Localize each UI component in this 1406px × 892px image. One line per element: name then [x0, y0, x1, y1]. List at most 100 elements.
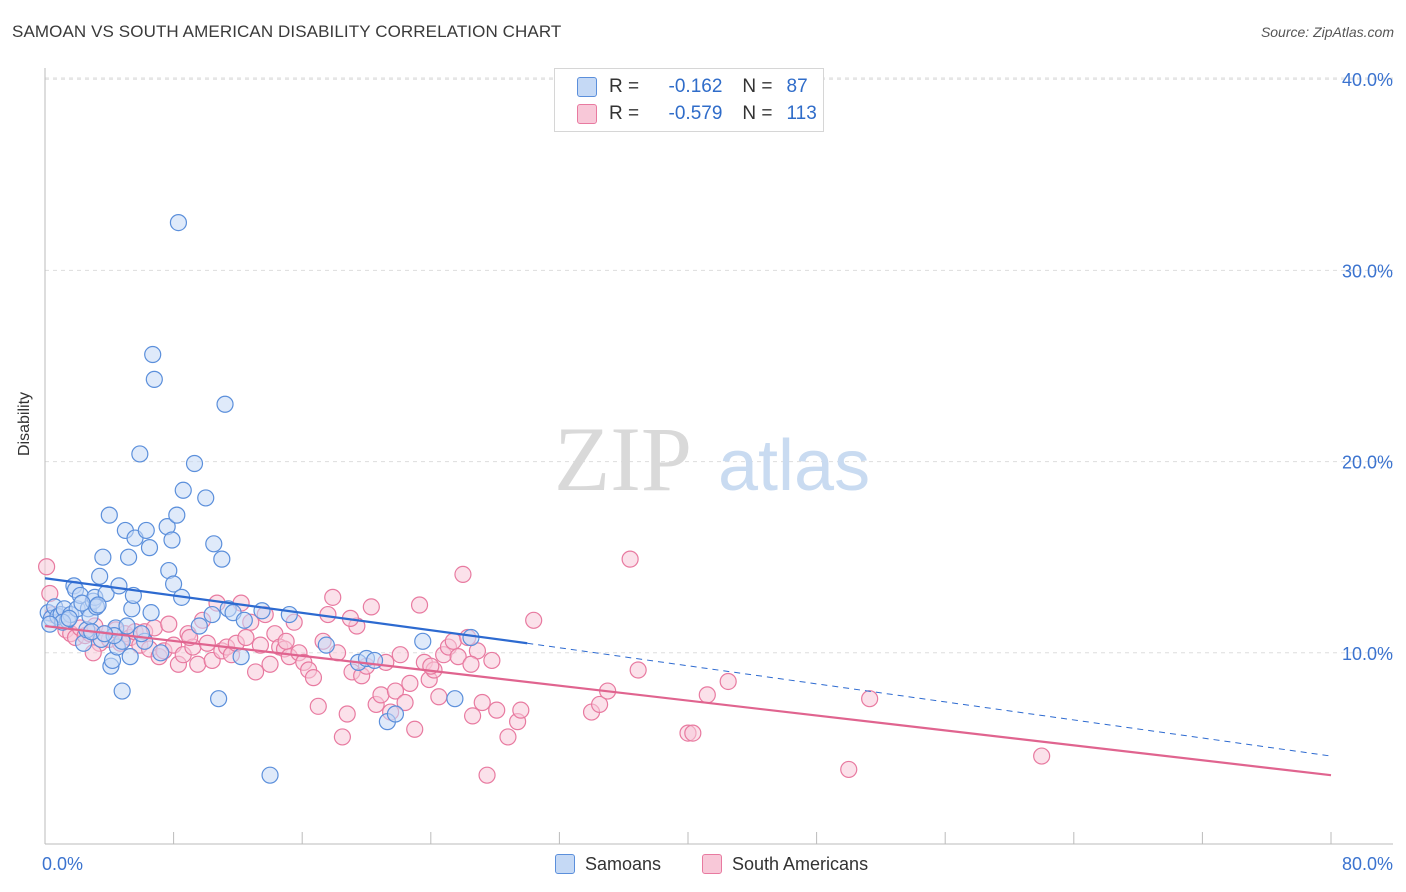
samoans-point	[132, 625, 151, 643]
samoans-point	[414, 632, 432, 650]
south-americans-point	[324, 588, 342, 606]
south-americans-point	[304, 669, 323, 687]
samoans-point	[110, 577, 128, 595]
south-americans-point	[473, 693, 491, 712]
south-americans-point	[251, 636, 270, 654]
y-tick-label: 30.0%	[1342, 261, 1393, 281]
south-americans-point	[840, 760, 858, 779]
samoans-point	[142, 604, 160, 622]
legend-r-label: R =	[609, 76, 640, 97]
samoans-point	[216, 395, 234, 413]
samoans-swatch	[577, 77, 597, 97]
south-americans-point	[362, 598, 380, 616]
samoans-point	[386, 705, 405, 723]
south-americans-point	[698, 686, 716, 704]
bottom-legend-south-americans: South Americans	[702, 852, 868, 876]
south-americans-point	[684, 724, 702, 742]
samoans-point	[91, 567, 109, 585]
y-tick-label: 10.0%	[1342, 644, 1393, 664]
y-tick-label: 20.0%	[1342, 453, 1393, 473]
samoans-point	[317, 636, 335, 654]
samoans-point	[253, 602, 271, 620]
samoans-point	[131, 445, 149, 463]
south-americans-point	[246, 663, 265, 681]
samoans-point	[185, 454, 204, 473]
samoans-point	[119, 548, 138, 566]
tick-labels: 10.0% 20.0% 30.0% 40.0% 0.0% 80.0%	[42, 70, 1393, 874]
south-americans-swatch	[702, 854, 722, 874]
samoans-point	[213, 550, 231, 568]
south-americans-label: South Americans	[732, 853, 869, 874]
south-americans-point	[621, 550, 639, 568]
south-americans-point	[338, 705, 356, 723]
samoans-point	[152, 644, 170, 662]
grid-lines	[45, 77, 1393, 654]
south-americans-point	[478, 766, 496, 784]
south-americans-point	[444, 632, 462, 650]
south-americans-points	[38, 550, 1051, 784]
samoans-point	[41, 615, 59, 633]
legend-r-value: -0.162	[668, 76, 723, 97]
legend-n-label: N =	[742, 103, 773, 124]
south-americans-point	[277, 632, 295, 650]
legend-row-samoans: R = -0.162 N = 87	[577, 75, 808, 99]
south-americans-point	[372, 686, 390, 704]
south-americans-point	[454, 565, 472, 584]
south-americans-point	[462, 655, 480, 673]
south-americans-point	[525, 611, 543, 629]
legend-n-value: 87	[786, 76, 808, 97]
legend-r-label: R =	[609, 103, 640, 124]
samoans-point	[280, 605, 298, 624]
south-americans-point	[333, 728, 351, 746]
south-americans-point	[386, 682, 405, 700]
chart-title: SAMOAN VS SOUTH AMERICAN DISABILITY CORR…	[12, 22, 562, 41]
samoans-point	[210, 690, 228, 708]
samoans-point	[163, 531, 181, 549]
samoans-point	[169, 214, 188, 232]
samoans-point	[174, 481, 192, 499]
south-americans-point	[449, 648, 467, 666]
south-americans-point	[483, 651, 501, 670]
south-americans-point	[499, 728, 517, 746]
samoans-point	[205, 535, 223, 553]
trend-lines	[44, 577, 1332, 777]
south-americans-point	[719, 672, 737, 691]
south-americans-point	[1033, 747, 1051, 765]
south-americans-point	[463, 707, 482, 725]
samoans-point	[261, 766, 279, 784]
watermark-zip: ZIP	[554, 408, 692, 510]
samoans-point	[60, 609, 78, 627]
south-americans-trend-line	[44, 624, 1332, 777]
samoans-point	[144, 345, 162, 364]
south-americans-point	[309, 697, 327, 715]
legend-r-value: -0.579	[668, 103, 723, 124]
south-americans-point	[629, 661, 647, 679]
south-americans-point	[396, 693, 414, 712]
south-americans-point	[38, 558, 56, 576]
legend-n-label: N =	[742, 76, 773, 97]
x-tick-label: 0.0%	[42, 854, 83, 874]
south-americans-point	[488, 701, 506, 719]
source-label: Source: ZipAtlas.com	[1260, 24, 1394, 40]
samoans-point	[113, 682, 131, 700]
y-tick-label: 40.0%	[1342, 70, 1393, 90]
samoans-point	[140, 539, 159, 557]
samoans-point	[197, 489, 215, 507]
south-americans-point	[406, 720, 424, 738]
samoans-trend-extension	[527, 642, 1332, 757]
samoans-point	[73, 594, 91, 612]
south-americans-point	[861, 690, 879, 708]
watermark: ZIP atlas	[554, 408, 870, 510]
samoans-point	[145, 370, 163, 388]
samoans-point	[89, 596, 107, 614]
samoans-point	[232, 648, 250, 666]
axes	[44, 68, 1393, 845]
samoans-point	[118, 617, 136, 635]
samoans-point	[165, 575, 183, 593]
legend-n-value: 113	[786, 103, 817, 124]
samoans-trend-line	[44, 577, 528, 645]
samoans-point	[365, 651, 384, 670]
south-americans-point	[261, 655, 279, 673]
south-americans-point	[391, 646, 409, 664]
